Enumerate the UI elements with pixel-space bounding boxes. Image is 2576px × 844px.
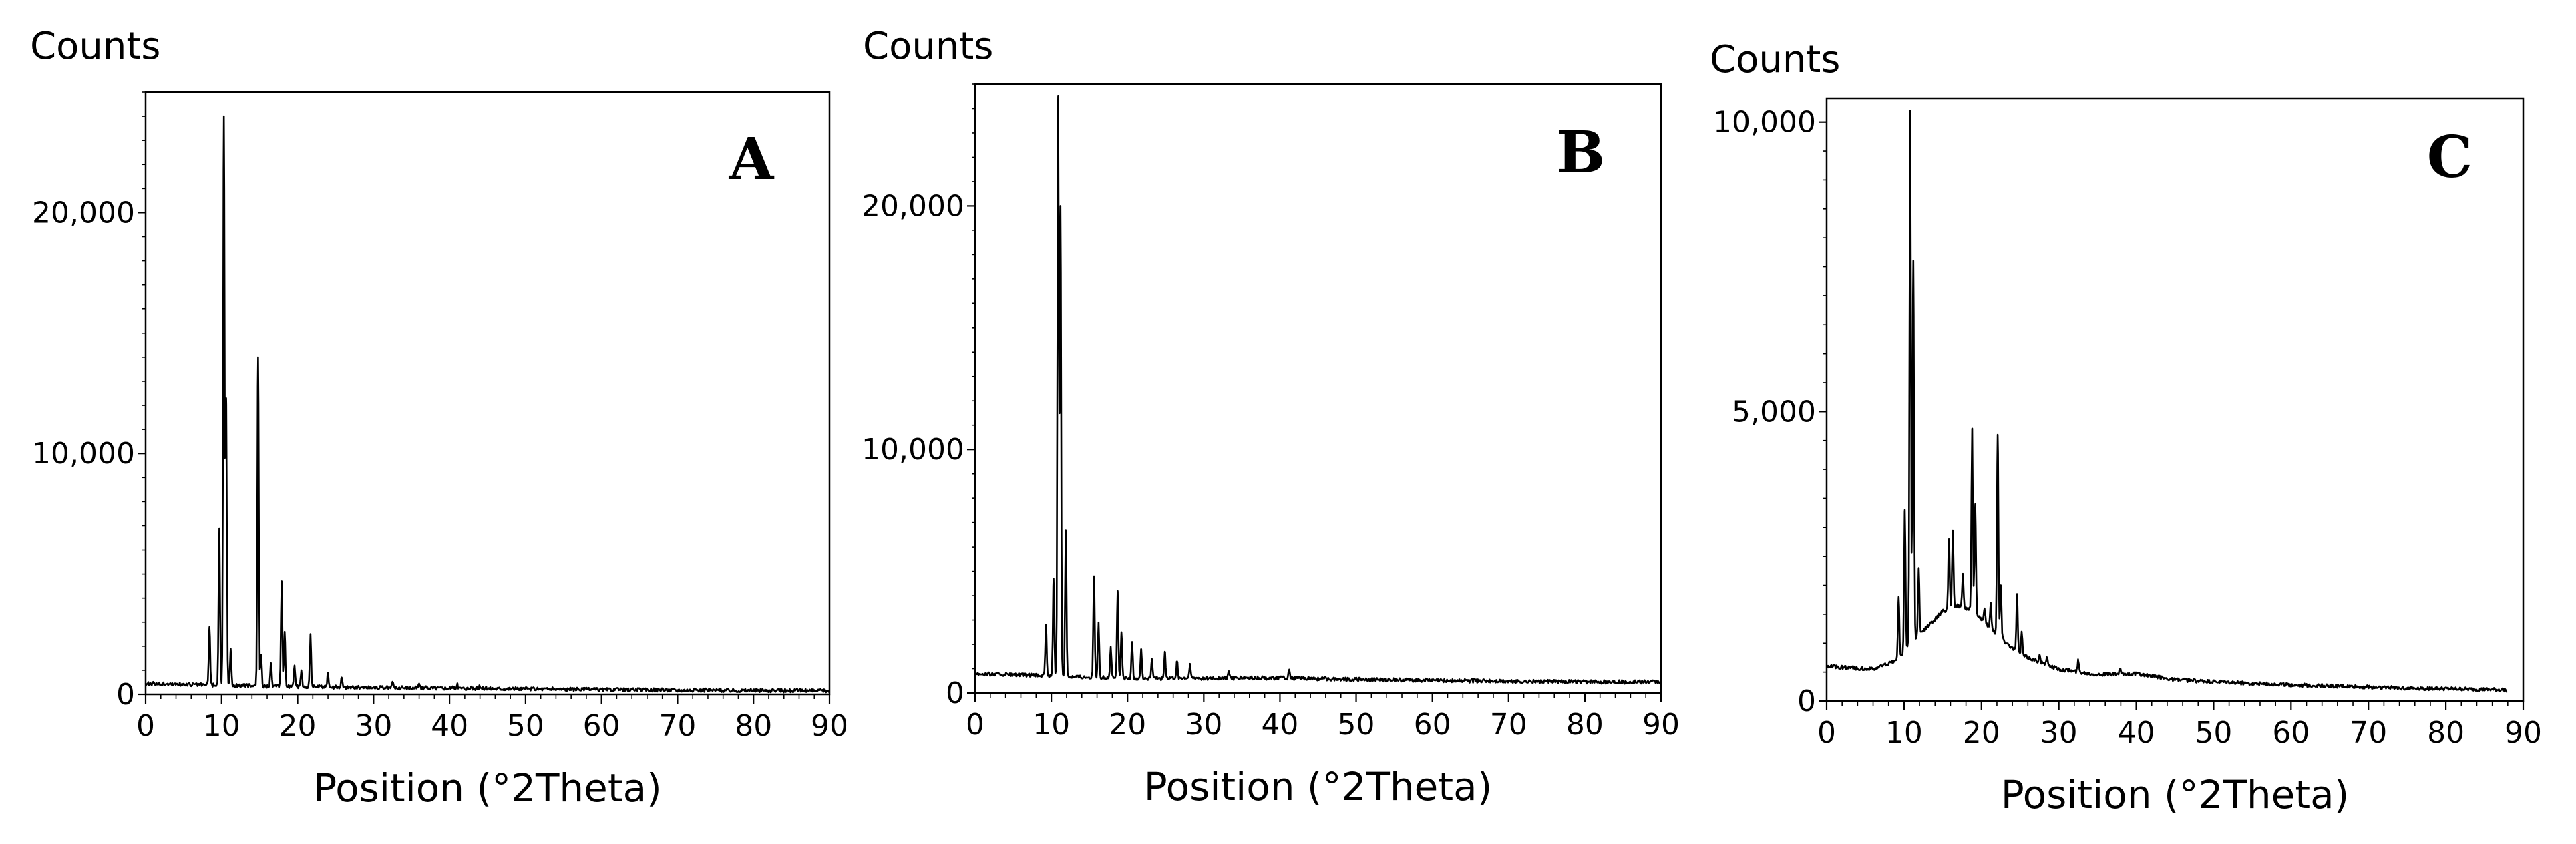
- panel-letter: B: [1557, 119, 1606, 186]
- x-tick-label: 70: [2350, 716, 2387, 750]
- x-tick-label: 20: [1109, 708, 1146, 742]
- diffraction-trace: [974, 95, 1662, 685]
- y-tick-label: 10,000: [1713, 106, 1816, 140]
- panel-b-chart: 0 10 20 30 40 50 60 70 80 90 0 10,000 20,000 Position…: [862, 25, 1680, 809]
- diffraction-trace: [1826, 110, 2508, 693]
- panel-letter: A: [729, 126, 775, 193]
- x-tick-label: 80: [1566, 708, 1604, 742]
- y-tick-label: 0: [1797, 684, 1816, 718]
- diffraction-trace: [144, 115, 830, 694]
- x-tick-label: 50: [507, 709, 544, 743]
- x-tick-label: 70: [659, 709, 696, 743]
- panel-c-chart: 0 10 20 30 40 50 60 70 80 90 0 5,000 10,000 Position …: [1710, 38, 2542, 817]
- y-tick-label: 0: [116, 678, 135, 712]
- x-tick-label: 20: [1963, 716, 2000, 750]
- x-axis-title: Position (°2Theta): [1144, 764, 1493, 809]
- x-tick-label: 30: [355, 709, 392, 743]
- y-axis-title: Counts: [30, 25, 160, 68]
- x-tick-label: 60: [583, 709, 620, 743]
- y-tick-label: 10,000: [32, 437, 135, 471]
- y-tick-label: 0: [946, 676, 964, 710]
- x-tick-label: 40: [2118, 716, 2155, 750]
- x-tick-label: 70: [1490, 708, 1527, 742]
- y-tick-label: 20,000: [32, 196, 135, 230]
- y-tick-label: 20,000: [862, 189, 964, 223]
- x-tick-label: 60: [2272, 716, 2310, 750]
- plot-frame: [144, 91, 831, 696]
- plot-frame: [974, 83, 1662, 694]
- x-tick-label: 40: [1261, 708, 1298, 742]
- x-tick-label: 80: [735, 709, 772, 743]
- y-axis-title: Counts: [1710, 38, 1840, 81]
- x-tick-label: 50: [1338, 708, 1375, 742]
- x-axis-title: Position (°2Theta): [2001, 772, 2350, 817]
- y-axis-title: Counts: [863, 25, 993, 68]
- plot-frame: [1825, 97, 2525, 702]
- x-tick-label: 10: [1033, 708, 1070, 742]
- y-tick-label: 10,000: [862, 433, 964, 467]
- x-tick-label: 10: [1885, 716, 1923, 750]
- x-tick-label: 10: [203, 709, 240, 743]
- x-tick-label: 90: [1642, 708, 1680, 742]
- x-tick-label: 60: [1414, 708, 1451, 742]
- x-tick-label: 80: [2427, 716, 2464, 750]
- x-tick-label: 0: [1817, 716, 1836, 750]
- x-axis-title: Position (°2Theta): [313, 765, 662, 811]
- x-tick-label: 30: [1185, 708, 1222, 742]
- x-tick-label: 30: [2040, 716, 2078, 750]
- panel-a-chart: 0 10 20 30 40 50 60 70 80 90 0 10,000 20,000 Position…: [30, 25, 848, 811]
- x-tick-label: 90: [811, 709, 848, 743]
- x-tick-label: 0: [966, 708, 984, 742]
- x-tick-label: 90: [2505, 716, 2542, 750]
- panel-letter: C: [2427, 124, 2472, 191]
- x-tick-label: 0: [136, 709, 155, 743]
- x-tick-label: 40: [431, 709, 468, 743]
- x-tick-label: 20: [279, 709, 317, 743]
- x-tick-label: 50: [2195, 716, 2232, 750]
- y-tick-label: 5,000: [1732, 395, 1816, 429]
